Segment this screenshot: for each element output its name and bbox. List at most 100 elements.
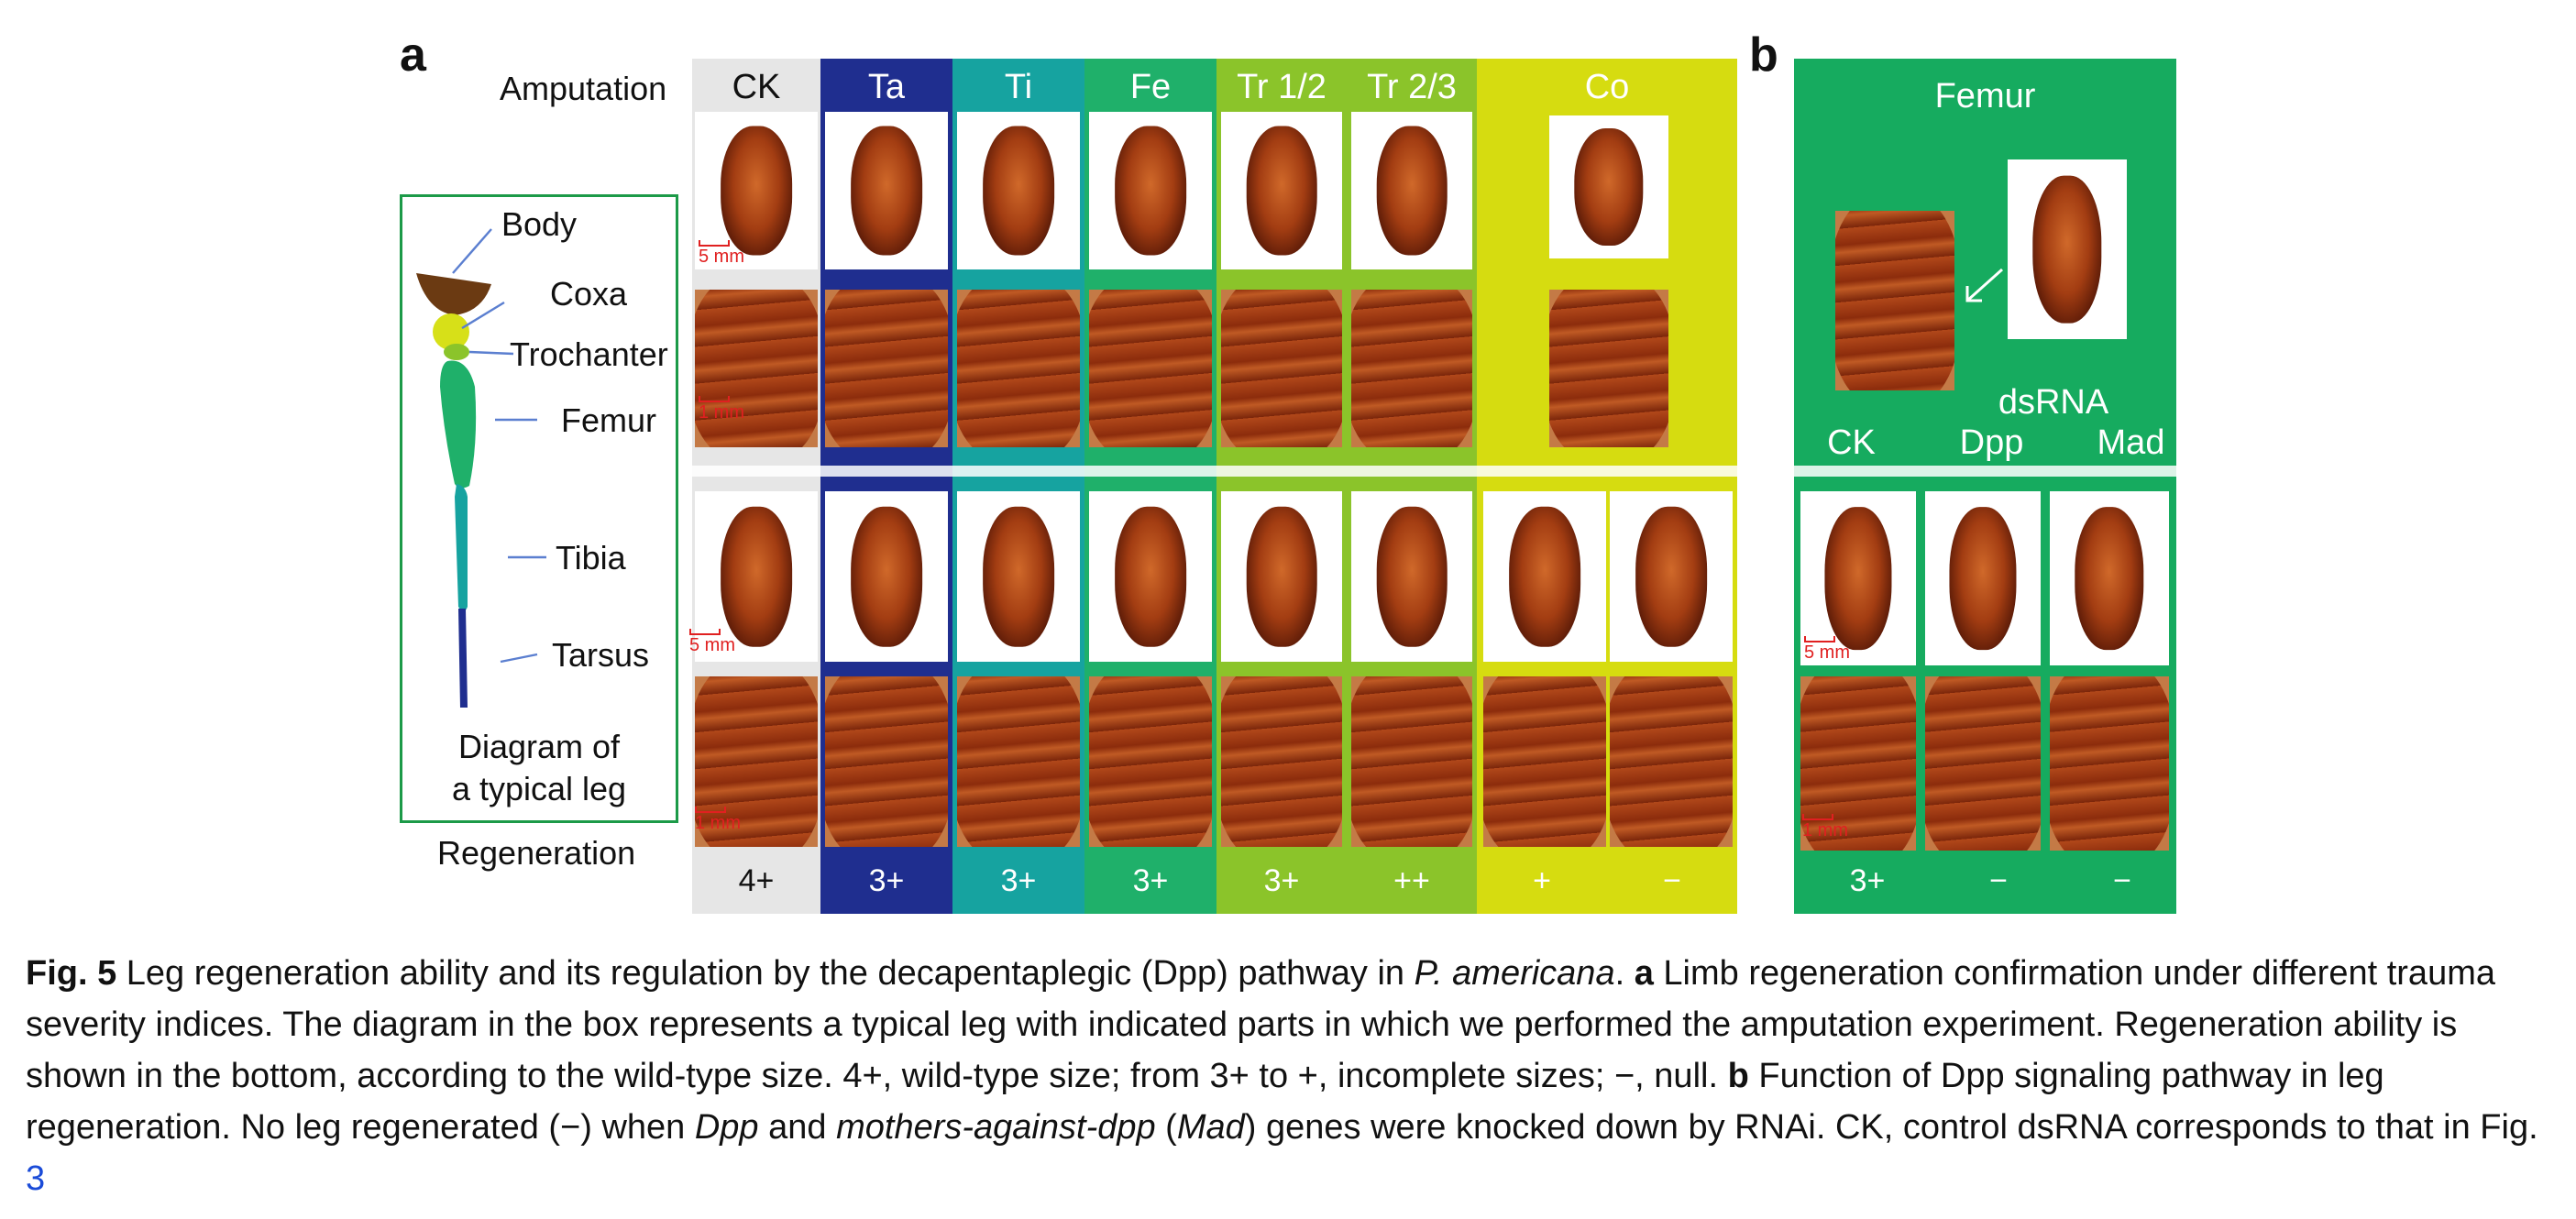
cockroach-image bbox=[2032, 175, 2102, 324]
leg-diagram-title-1: Diagram of bbox=[457, 728, 621, 765]
caption-panel-b: b bbox=[1727, 1057, 1749, 1095]
photo-amp-ck-whole bbox=[695, 112, 818, 269]
closeup-image bbox=[2050, 676, 2169, 851]
photo-amp-tr12-whole bbox=[1221, 112, 1342, 269]
leg-part-tibia: Tibia bbox=[556, 539, 626, 577]
figure-caption: Fig. 5 Leg regeneration ability and its … bbox=[26, 948, 2556, 1204]
photo-amp-ta-whole bbox=[825, 112, 948, 269]
caption-text-6: ( bbox=[1155, 1108, 1177, 1147]
closeup-image bbox=[1089, 676, 1212, 847]
col-head-ta: Ta bbox=[867, 68, 906, 106]
arrow-coxa bbox=[461, 301, 505, 330]
cockroach-image bbox=[1246, 506, 1317, 647]
photo-b-femur-whole bbox=[2008, 159, 2127, 339]
panel-b-title: Femur bbox=[1934, 77, 2036, 115]
photo-amp-co-whole bbox=[1549, 115, 1668, 258]
cockroach-image bbox=[851, 126, 922, 256]
caption-text-3: Limb regeneration confirmation under dif… bbox=[26, 954, 2495, 1095]
cockroach-image bbox=[1246, 126, 1317, 256]
photo-reg-ti-close bbox=[957, 676, 1080, 847]
score-fe: 3+ bbox=[1132, 863, 1169, 898]
photo-b-mad-whole bbox=[2050, 491, 2169, 665]
panel-letter-a: a bbox=[400, 28, 426, 82]
caption-text-4: Function of Dpp signaling pathway in leg… bbox=[26, 1057, 2384, 1147]
panel-b-col-ck: CK bbox=[1827, 423, 1876, 462]
closeup-image bbox=[957, 676, 1080, 847]
photo-b-ck-close bbox=[1800, 676, 1916, 851]
femur-shape bbox=[440, 360, 477, 489]
score-b-mad: − bbox=[2113, 863, 2131, 898]
arrow-trochanter bbox=[468, 350, 514, 356]
arrow-b-icon bbox=[1965, 268, 2004, 302]
cockroach-image bbox=[1509, 506, 1580, 647]
leg-part-coxa: Coxa bbox=[550, 275, 628, 313]
photo-reg-tr12-close bbox=[1221, 676, 1342, 847]
closeup-image bbox=[695, 676, 818, 847]
closeup-image bbox=[1610, 676, 1733, 847]
scale-bar-1mm-a-bottom: 1 mm bbox=[695, 807, 741, 834]
closeup-image bbox=[1089, 290, 1212, 447]
cockroach-image bbox=[721, 506, 792, 647]
closeup-image bbox=[957, 290, 1080, 447]
photo-b-dpp-whole bbox=[1925, 491, 2041, 665]
coxa-shape bbox=[433, 313, 469, 350]
score-b-dpp: − bbox=[1989, 863, 2008, 898]
arrow-body bbox=[452, 228, 492, 274]
caption-mad-full: mothers-against-dpp bbox=[836, 1108, 1156, 1147]
photo-reg-tr23-whole bbox=[1351, 491, 1472, 662]
score-tr12: 3+ bbox=[1263, 863, 1300, 898]
cockroach-image bbox=[851, 506, 922, 647]
photo-reg-co2-close bbox=[1610, 676, 1733, 847]
closeup-image bbox=[695, 290, 818, 447]
photo-amp-fe-whole bbox=[1089, 112, 1212, 269]
row-separator bbox=[692, 466, 1737, 477]
photo-reg-tr23-close bbox=[1351, 676, 1472, 847]
score-co1: + bbox=[1533, 863, 1551, 898]
col-head-ck: CK bbox=[732, 68, 781, 106]
body-shape bbox=[416, 273, 491, 315]
score-co2: − bbox=[1663, 863, 1681, 898]
closeup-image bbox=[1221, 676, 1342, 847]
photo-reg-fe-close bbox=[1089, 676, 1212, 847]
photo-amp-ti-whole bbox=[957, 112, 1080, 269]
amputation-label: Amputation bbox=[500, 70, 667, 107]
photo-b-mad-close bbox=[2050, 676, 2169, 851]
closeup-image bbox=[1800, 676, 1916, 851]
photo-reg-ck-close bbox=[695, 676, 818, 847]
score-ta: 3+ bbox=[868, 863, 905, 898]
cockroach-image bbox=[1115, 126, 1186, 256]
tarsus-shape bbox=[458, 609, 468, 708]
cockroach-image bbox=[983, 506, 1054, 647]
scale-bar-1mm-b: 1 mm bbox=[1802, 814, 1848, 841]
photo-reg-ti-whole bbox=[957, 491, 1080, 662]
panel-b-col-mad: Mad bbox=[2097, 423, 2165, 462]
cockroach-image bbox=[1635, 506, 1707, 647]
caption-text-7: ) genes were knocked down by RNAi. CK, c… bbox=[1244, 1108, 2538, 1147]
caption-mad: Mad bbox=[1176, 1108, 1245, 1147]
photo-amp-tr23-close bbox=[1351, 290, 1472, 447]
photo-b-ck-whole bbox=[1800, 491, 1916, 665]
leg-part-tarsus: Tarsus bbox=[552, 636, 650, 674]
cockroach-image bbox=[1824, 507, 1892, 650]
leg-diagram-title-2: a typical leg bbox=[451, 770, 627, 807]
col-head-fe: Fe bbox=[1129, 68, 1172, 106]
closeup-image bbox=[1351, 290, 1472, 447]
caption-text-5: and bbox=[758, 1108, 837, 1147]
leg-diagram bbox=[416, 228, 546, 708]
closeup-image bbox=[1549, 290, 1668, 447]
caption-fig-ref-link[interactable]: 3 bbox=[26, 1159, 46, 1198]
closeup-image bbox=[1925, 676, 2041, 851]
cockroach-image bbox=[1949, 507, 2017, 650]
closeup-image bbox=[1351, 676, 1472, 847]
photo-amp-tr23-whole bbox=[1351, 112, 1472, 269]
photo-b-femur-close bbox=[1835, 211, 1954, 390]
leg-part-trochanter: Trochanter bbox=[510, 335, 668, 373]
caption-species: P. americana bbox=[1414, 954, 1615, 993]
closeup-image bbox=[825, 290, 948, 447]
col-head-co: Co bbox=[1584, 68, 1630, 106]
cockroach-image bbox=[1376, 506, 1448, 647]
cockroach-image bbox=[721, 126, 792, 256]
cockroach-image bbox=[2075, 507, 2144, 650]
panel-b-dsrna-label: dsRNA bbox=[1998, 383, 2109, 422]
photo-amp-ti-close bbox=[957, 290, 1080, 447]
